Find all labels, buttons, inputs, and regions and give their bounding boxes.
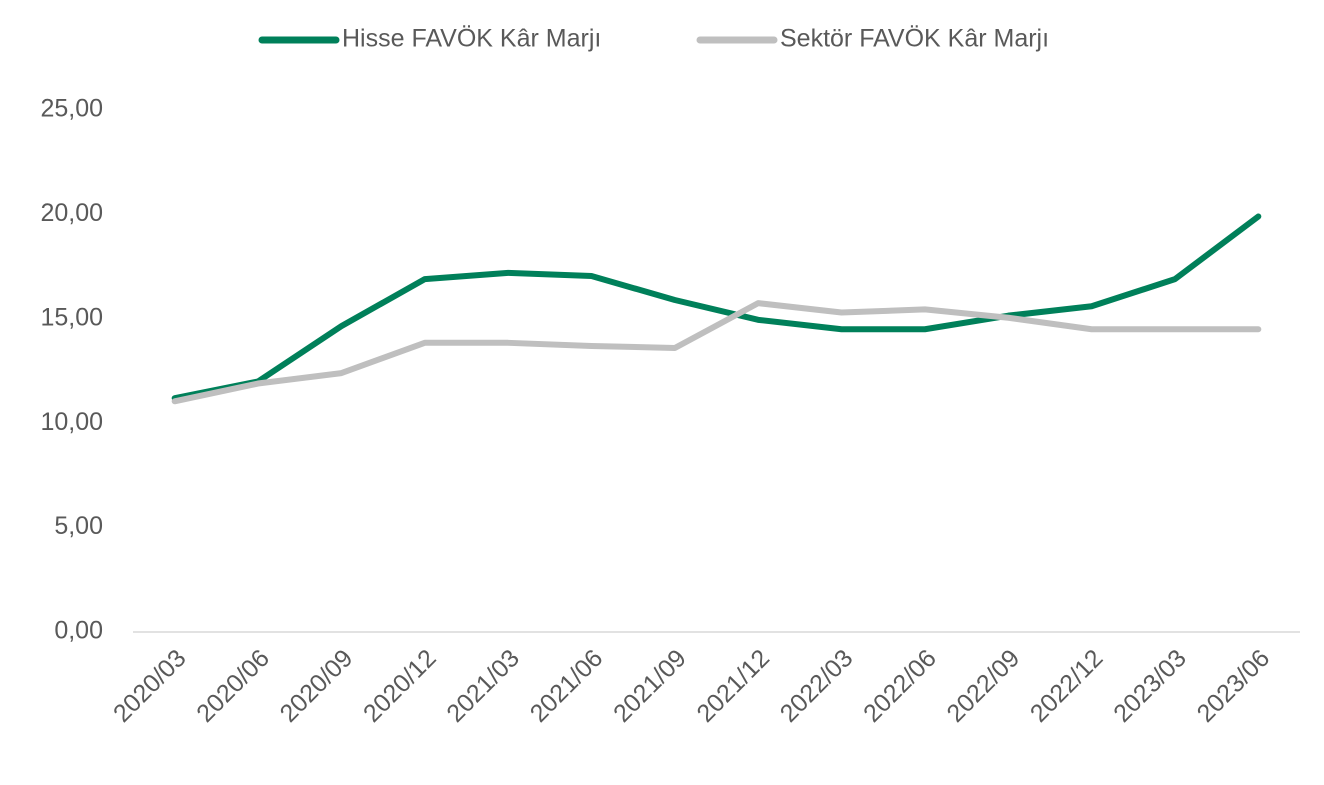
y-tick-label: 0,00 [54, 617, 103, 645]
y-tick-label: 5,00 [54, 512, 103, 540]
line-series [171, 213, 1262, 402]
x-tick-label: 2020/06 [191, 644, 275, 728]
line-series [171, 300, 1262, 405]
y-tick-label: 20,00 [40, 199, 103, 227]
x-tick-label: 2020/09 [275, 644, 359, 728]
x-tick-label: 2020/03 [108, 644, 192, 728]
x-tick-label: 2022/09 [941, 644, 1025, 728]
y-tick-label: 10,00 [40, 408, 103, 436]
x-tick-label: 2020/12 [358, 644, 442, 728]
legend-label: Hisse FAVÖK Kâr Marjı [342, 25, 601, 53]
x-tick-label: 2021/09 [608, 644, 692, 728]
x-tick-label: 2022/12 [1025, 644, 1109, 728]
x-tick-label: 2023/06 [1192, 644, 1276, 728]
y-tick-label: 25,00 [40, 95, 103, 123]
x-tick-label: 2021/06 [525, 644, 609, 728]
x-tick-label: 2023/03 [1108, 644, 1192, 728]
x-tick-label: 2022/03 [775, 644, 859, 728]
y-tick-label: 15,00 [40, 303, 103, 331]
x-tick-label: 2021/03 [441, 644, 525, 728]
legend-label: Sektör FAVÖK Kâr Marjı [780, 25, 1049, 53]
x-tick-label: 2021/12 [691, 644, 775, 728]
x-tick-label: 2022/06 [858, 644, 942, 728]
